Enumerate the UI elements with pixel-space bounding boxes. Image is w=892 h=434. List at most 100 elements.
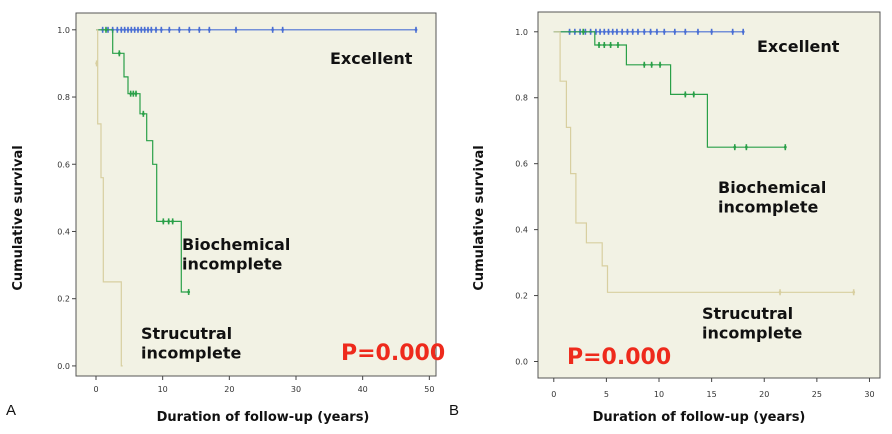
censor-dot-excellent — [154, 28, 158, 32]
x-tick-label: 10 — [654, 390, 664, 399]
panel-letter: B — [449, 402, 459, 419]
censor-dot-excellent — [615, 30, 619, 34]
censor-dot-excellent — [620, 30, 624, 34]
series-label-line: incomplete — [182, 255, 282, 274]
censor-dot-biochemical — [134, 92, 138, 96]
x-tick-label: 0 — [93, 385, 98, 394]
x-tick-label: 30 — [291, 385, 301, 394]
censor-dot-structural — [778, 290, 782, 294]
censor-dot-excellent — [119, 28, 123, 32]
censor-dot-biochemical — [783, 145, 787, 149]
series-line-biochemical — [553, 31, 786, 148]
y-tick-label: 0.2 — [57, 295, 70, 304]
censor-dot-biochemical — [692, 93, 696, 96]
censor-dot-biochemical — [581, 30, 585, 34]
censor-dot-biochemical — [167, 219, 171, 223]
y-axis-title: Cumulative survival — [11, 145, 26, 290]
p-value: P=0.000 — [341, 341, 445, 366]
y-tick-label: 1.0 — [515, 28, 528, 37]
x-tick-label: 5 — [604, 390, 609, 399]
panel-letter: A — [6, 402, 16, 419]
censor-dot-excellent — [177, 28, 181, 32]
censor-dot-excellent — [696, 30, 700, 34]
x-tick-label: 30 — [864, 390, 874, 399]
censor-dot-excellent — [149, 28, 153, 32]
censor-dot-excellent — [207, 28, 211, 32]
x-tick-label: 10 — [158, 385, 168, 394]
y-tick-label: 0.2 — [515, 292, 528, 301]
censor-dot-excellent — [187, 28, 191, 32]
panel-b: 0.0 0.2 0.4 0.6 0.8 1.0 0 5 10 15 20 25 30 Excellent B… — [449, 11, 881, 425]
censor-dot-biochemical — [141, 112, 145, 116]
y-tick-label: 0.8 — [515, 94, 528, 103]
censor-dot-biochemical — [171, 219, 175, 223]
x-tick-label: 15 — [707, 390, 717, 399]
censor-dot-excellent — [642, 30, 646, 34]
censor-dot-excellent — [662, 30, 666, 34]
x-tick-label: 50 — [424, 385, 434, 394]
series-label-excellent: Excellent — [330, 49, 413, 68]
series-label-line: incomplete — [702, 324, 802, 343]
censor-dot-excellent — [673, 30, 677, 34]
censor-dot-excellent — [126, 28, 130, 32]
censor-dot-structural — [852, 290, 856, 294]
series-label-line: Excellent — [330, 49, 413, 68]
series-label-line: Strucutral — [702, 304, 793, 323]
censor-dot-biochemical — [609, 43, 613, 47]
series-label-line: Biochemical — [182, 235, 290, 254]
y-axis-title: Cumulative survival — [472, 145, 487, 290]
censor-dot-biochemical — [642, 63, 646, 67]
censor-dot-excellent — [115, 28, 119, 32]
x-tick-label: 25 — [812, 390, 822, 399]
censor-dot-excellent — [602, 30, 606, 34]
censor-dot-excellent — [136, 28, 140, 32]
p-value: P=0.000 — [567, 345, 671, 370]
y-tick-label: 0.8 — [57, 93, 70, 102]
y-tick-label: 0.4 — [515, 226, 528, 235]
series-label-line: Strucutral — [141, 324, 232, 343]
censor-dot-biochemical — [658, 63, 662, 67]
censor-dot-biochemical — [616, 43, 620, 47]
x-tick-label: 0 — [551, 390, 556, 399]
censor-dot-excellent — [197, 28, 201, 32]
x-tick-label: 40 — [358, 385, 368, 394]
x-tick-label: 20 — [759, 390, 769, 399]
series-label-line: incomplete — [718, 198, 818, 217]
censor-dot-biochemical — [131, 92, 135, 96]
y-tick-label: 1.0 — [57, 26, 70, 35]
series-label-line: incomplete — [141, 344, 241, 363]
censor-dot-excellent — [626, 30, 629, 34]
censor-dot-excellent — [146, 28, 150, 32]
censor-dot-excellent — [234, 28, 238, 32]
censor-dot-biochemical — [744, 145, 748, 149]
censor-dot-excellent — [167, 28, 171, 32]
y-tick-label: 0.4 — [57, 227, 70, 236]
series-label-structural: Strucutral incomplete — [141, 324, 241, 363]
censor-dot-excellent — [598, 30, 602, 34]
censor-dot-biochemical — [117, 51, 121, 55]
series-label-structural: Strucutral incomplete — [702, 304, 802, 343]
censor-dot-biochemical — [650, 63, 654, 67]
censor-dot-excellent — [123, 28, 127, 32]
censor-dot-biochemical — [129, 92, 133, 96]
x-axis-title: Duration of follow-up (years) — [593, 410, 806, 425]
censor-dot-excellent — [636, 30, 640, 34]
y-tick-label: 0.0 — [515, 358, 528, 367]
censor-dot-biochemical — [104, 28, 108, 32]
y-tick-label: 0.6 — [515, 160, 528, 169]
censor-dot-excellent — [655, 30, 659, 34]
censor-dot-excellent — [649, 30, 652, 34]
panel-a: 0.0 0.2 0.4 0.6 0.8 1.0 0 10 20 30 40 50 Excellent Bi… — [6, 12, 445, 425]
censor-dot-biochemical — [733, 145, 737, 149]
series-label-line: Excellent — [757, 37, 840, 56]
censor-dot-excellent — [683, 30, 687, 34]
series-label-biochemical: Biochemical incomplete — [182, 235, 290, 274]
censor-dot-excellent — [271, 28, 275, 32]
censor-dot-excellent — [741, 30, 745, 34]
censor-dot-excellent — [143, 28, 147, 32]
x-axis-title: Duration of follow-up (years) — [157, 410, 370, 425]
censor-dot-excellent — [611, 30, 615, 34]
y-tick-label: 0.0 — [57, 362, 70, 371]
